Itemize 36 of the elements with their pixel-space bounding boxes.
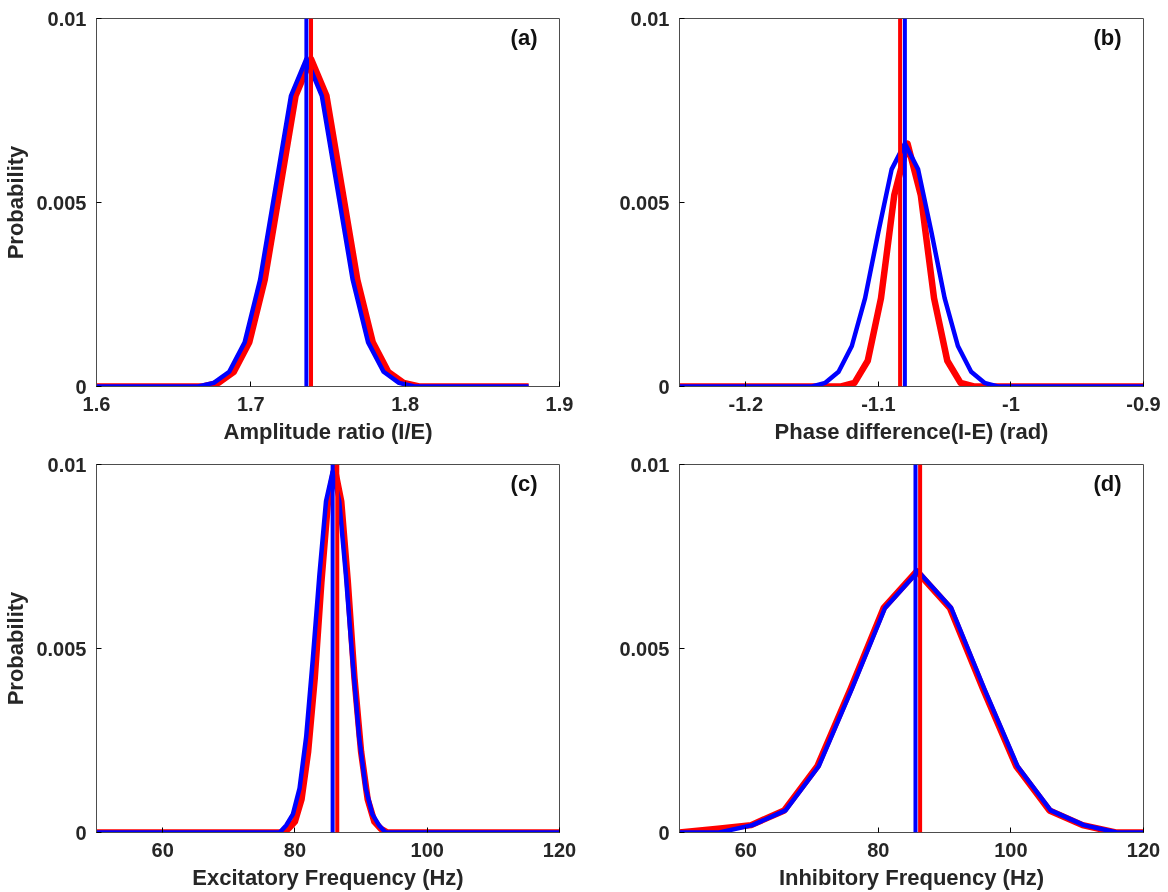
y-tick-label: 0.005: [619, 637, 670, 660]
x-tick-label: 80: [867, 838, 890, 861]
y-tick-label: 0.005: [36, 191, 87, 214]
y-axis-title: Probability: [3, 590, 29, 706]
x-axis-title: Amplitude ratio (I/E): [223, 418, 433, 444]
y-axis-title: Probability: [3, 144, 29, 260]
x-tick-label: 100: [410, 838, 444, 861]
x-axis-title: Phase difference(I-E) (rad): [774, 418, 1049, 444]
x-tick-label: 100: [994, 838, 1028, 861]
y-tick-label: 0.01: [47, 7, 87, 30]
y-tick-label: 0.005: [619, 191, 670, 214]
x-tick-label: -0.9: [1126, 392, 1161, 415]
x-tick-label: -1.2: [728, 392, 764, 415]
x-tick-label: 1.8: [391, 392, 420, 415]
x-tick-label: -1: [1002, 392, 1020, 415]
x-tick-label: 1.9: [545, 392, 574, 415]
x-axis-title: Excitatory Frequency (Hz): [192, 864, 464, 890]
y-tick-label: 0.005: [36, 637, 87, 660]
x-tick-label: -1.1: [861, 392, 896, 415]
x-tick-label: 1.7: [236, 392, 265, 415]
annotation: (a): [510, 24, 538, 50]
y-tick-label: 0: [658, 375, 670, 398]
y-tick-label: 0: [75, 821, 87, 844]
x-tick-label: 60: [734, 838, 757, 861]
x-tick-label: 60: [151, 838, 174, 861]
y-tick-label: 0: [75, 375, 87, 398]
x-tick-label: 80: [283, 838, 307, 861]
annotation: (d): [1093, 470, 1122, 496]
annotation: (b): [1093, 24, 1122, 50]
x-tick-label: 120: [542, 838, 577, 861]
x-tick-label: 120: [1126, 838, 1161, 861]
y-tick-label: 0: [658, 821, 670, 844]
y-tick-label: 0.01: [47, 453, 87, 476]
x-axis-title: Inhibitory Frequency (Hz): [778, 864, 1045, 890]
y-tick-label: 0.01: [630, 7, 670, 30]
y-tick-label: 0.01: [630, 453, 670, 476]
